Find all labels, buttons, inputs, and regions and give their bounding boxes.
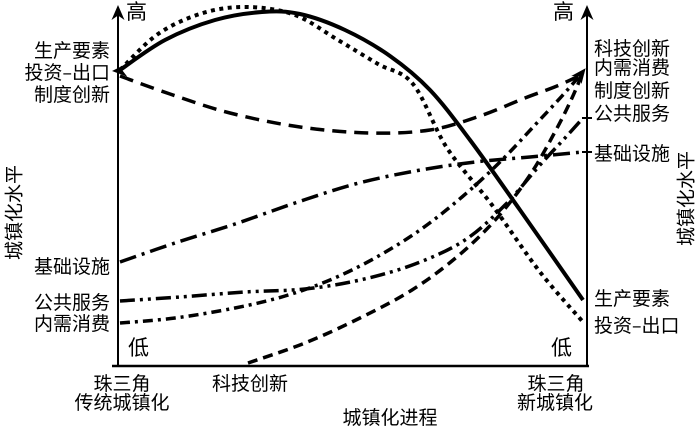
right-axis-arrow: [580, 5, 594, 20]
y-axis-label-left: 城镇化水平: [3, 165, 26, 261]
low-marker-left: 低: [128, 336, 149, 360]
left-label-investment: 投资–出口: [24, 62, 110, 84]
curve-investment-export: [118, 4, 585, 324]
right-label-institution: 制度创新: [594, 80, 671, 102]
curve-tech-innovation: [247, 71, 585, 365]
right-label-investment: 投资–出口: [594, 315, 680, 337]
curve-production-factors: [118, 9, 585, 302]
curve-institutional-innovation: [119, 72, 584, 135]
start-point-arrow: [112, 63, 128, 77]
left-low-label-group: 公共服务 内需消费: [6, 293, 110, 335]
left-label-domestic-consumption: 内需消费: [33, 313, 110, 335]
x-axis-title: 城镇化进程: [342, 407, 438, 429]
right-label-production: 生产要素: [594, 288, 671, 310]
left-label-infrastructure: 基础设施: [33, 256, 110, 278]
x-label-tech-start: 科技创新: [211, 373, 288, 395]
left-label-public-services: 公共服务: [33, 292, 110, 314]
high-marker-left: 高: [126, 0, 147, 24]
left-label-institution: 制度创新: [33, 84, 110, 106]
low-marker-right: 低: [551, 336, 572, 360]
left-axis-arrow: [111, 5, 125, 20]
x-label-traditional-line2: 传统城镇化: [74, 392, 170, 414]
right-label-infrastructure: 基础设施: [594, 143, 671, 165]
left-start-label-group: 生产要素 投资–出口 制度创新: [6, 40, 110, 106]
curve-infrastructure: [119, 150, 584, 264]
y-axis-label-right: 城镇化水平: [675, 151, 698, 247]
left-label-production: 生产要素: [33, 40, 110, 62]
right-label-public: 公共服务: [594, 103, 671, 125]
x-label-new-line2: 新城镇化: [516, 392, 593, 414]
x-label-traditional-line1: 珠三角: [93, 373, 151, 395]
curve-public-services: [119, 116, 585, 303]
curve-domestic-consumption: [119, 70, 585, 325]
right-label-tech: 科技创新: [594, 38, 671, 60]
convergence-arrow: [571, 68, 586, 85]
high-marker-right: 高: [553, 0, 574, 24]
right-label-consumption: 内需消费: [594, 57, 671, 79]
x-label-new-line1: 珠三角: [527, 373, 585, 395]
